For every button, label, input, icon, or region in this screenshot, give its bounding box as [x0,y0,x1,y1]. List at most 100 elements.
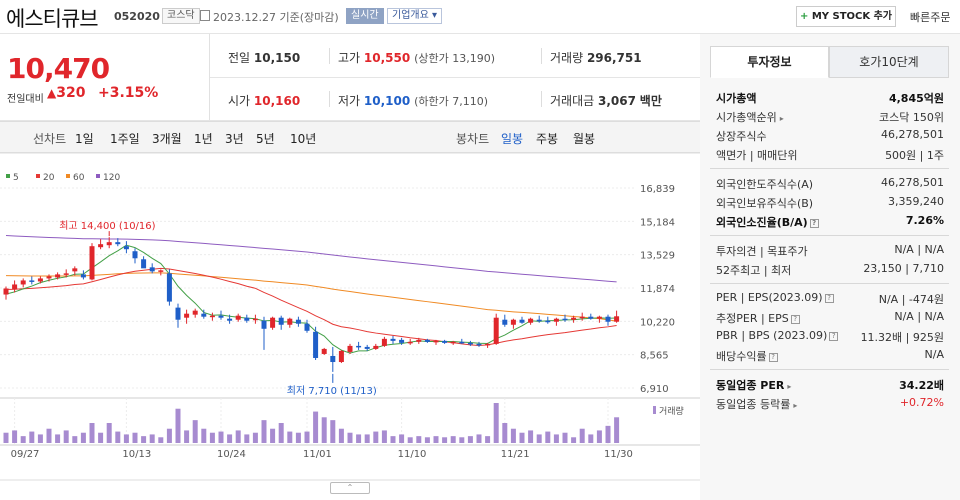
legend-label: 5 [13,173,19,183]
invest-value: 11.32배 | 925원 [860,331,944,344]
volume-bar [80,432,86,443]
chart-scroll-handle[interactable]: ⌃ [330,482,370,494]
range-tab[interactable]: 1일 [75,132,94,146]
volume-bar [132,432,138,443]
invest-value: 46,278,501 [881,176,944,189]
invest-row: PBR | BPS (2023.09)? 11.32배 | 925원 [716,329,944,347]
invest-value: N/A | N/A [894,310,944,323]
candle-body [596,316,602,319]
candle-body [519,319,525,323]
candle-body [80,274,86,278]
candle-body [3,288,9,295]
candle-body [579,316,585,319]
range-tab[interactable]: 1년 [194,132,213,146]
stat-prev-value: 10,150 [253,51,301,65]
section-divider [710,283,949,284]
volume-bar [347,432,353,443]
range-tab[interactable]: 10년 [290,132,317,146]
company-info-dropdown[interactable]: 기업개요 ▾ [387,8,442,24]
x-tick-label: 10/13 [122,449,151,460]
caret-icon[interactable]: ▸ [779,114,784,123]
candle-body [55,274,61,278]
candle-body [261,320,267,329]
invest-value: 34.22배 [899,379,944,392]
range-tab[interactable]: 3년 [225,132,244,146]
volume-bar [72,436,78,443]
candle-body [536,319,542,322]
candle-body [158,270,164,272]
help-icon[interactable]: ? [790,314,800,324]
help-icon[interactable]: ? [809,218,819,228]
candle-body [123,246,129,250]
help-icon[interactable]: ? [824,293,834,303]
tab-invest-info[interactable]: 투자정보 [710,46,829,78]
invest-value: N/A | -474원 [878,293,944,306]
invest-key: 투자의견 | 목표주가 [716,245,808,258]
compare-label: 전일대비 [7,94,44,105]
stat-high: 고가 10,550 (상한가 13,190) [338,49,495,66]
tab-orderbook[interactable]: 호가10단계 [829,46,949,78]
caret-icon[interactable]: ▸ [787,382,792,391]
stat-prev-label: 전일 [228,51,251,65]
stat-low: 저가 10,100 (하한가 7,110) [338,92,488,109]
quick-order-link[interactable]: 빠른주문 [910,11,951,24]
candle-body [46,276,52,279]
candle-body [287,318,293,325]
range-tab[interactable]: 1주일 [110,132,140,146]
volume-bar [381,430,387,443]
add-mystock-button[interactable]: + MY STOCK 추가 [796,6,896,27]
candle-body [201,313,207,317]
candle-body [338,350,344,363]
stat-volume-value: 296,751 [586,51,642,65]
stock-chart[interactable]: 5 20 60 120 16,839 15,184 13,529 11,874 10,220 8,… [0,153,700,500]
help-icon[interactable]: ? [829,331,839,341]
help-icon[interactable]: ? [768,352,778,362]
candle-tab[interactable]: 일봉 [501,132,524,146]
range-tab[interactable]: 5년 [256,132,275,146]
stock-name: 에스티큐브 [6,7,99,31]
volume-bar [175,408,181,443]
volume-bar [98,432,104,443]
volume-bar [218,431,224,443]
volume-bar [433,436,439,443]
candle-body [562,318,568,321]
caret-icon[interactable]: ▸ [793,401,798,410]
volume-bar [596,430,602,443]
volume-bar [579,428,585,443]
volume-bar [123,434,129,443]
candle-body [175,307,181,320]
candle-body [37,278,43,282]
candle-body [29,280,35,282]
invest-value: 3,359,240 [888,195,944,208]
range-tab[interactable]: 3개월 [152,132,182,146]
invest-value: 46,278,501 [881,128,944,141]
invest-row: 시가총액 4,845억원 [716,90,944,108]
volume-bar [287,431,293,443]
stat-open: 시가 10,160 [228,92,300,109]
candle-tab[interactable]: 주봉 [536,132,559,146]
candle-body [218,315,224,318]
candle-body [571,317,577,320]
volume-bar [184,430,190,443]
invest-value: 7.26% [905,214,944,227]
candle-body [364,346,370,349]
y-tick-label: 8,565 [640,351,669,362]
stats-bottom [0,120,700,121]
volume-bar [261,420,267,443]
candle-body [399,339,405,343]
price-box [0,34,210,120]
price-change: ▲320 [47,85,85,101]
volume-bar [46,428,52,443]
realtime-button[interactable]: 실시간 [346,8,384,24]
candle-tab[interactable]: 월봉 [573,132,596,146]
up-arrow-icon: ▲ [47,86,57,100]
candle-body [459,341,465,344]
volume-bar [450,436,456,443]
stat-open-value: 10,160 [253,94,301,108]
candle-body [390,338,396,341]
candle-body [356,345,362,348]
volume-bar [536,434,542,443]
candle-body [149,267,155,272]
volume-bar [553,434,559,443]
volume-bar [141,436,147,443]
